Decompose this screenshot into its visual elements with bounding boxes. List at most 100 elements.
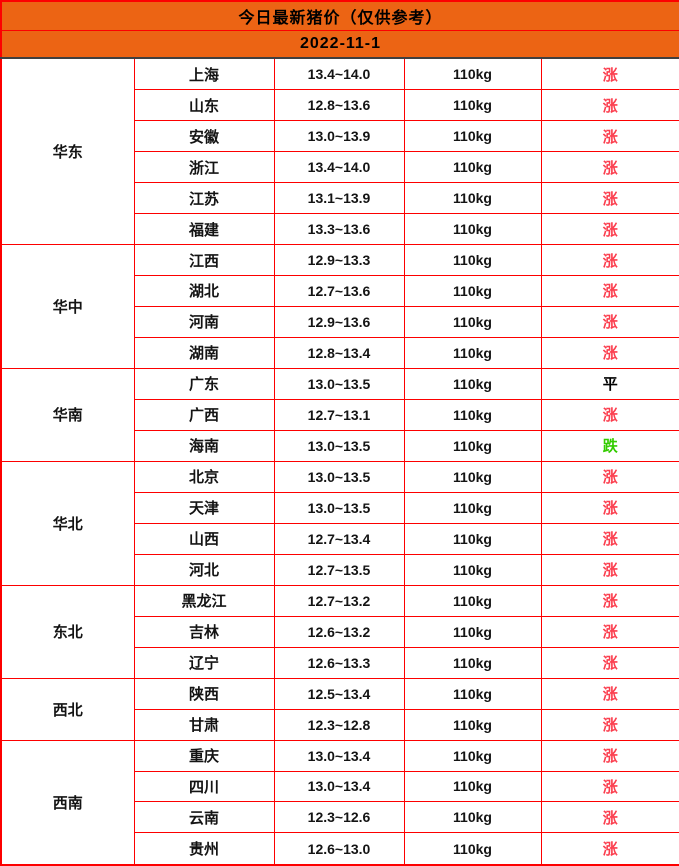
trend-cell: 涨 <box>540 491 679 524</box>
price-cell: 12.8~13.6 <box>273 89 405 122</box>
trend-cell: 涨 <box>540 460 679 493</box>
table-row: 东北 黑龙江 12.7~13.2 110kg 涨 <box>0 584 679 679</box>
trend-label: 涨 <box>602 283 618 301</box>
trend-cell: 涨 <box>540 305 679 338</box>
trend-cell: 涨 <box>540 89 679 122</box>
weight-cell: 110kg <box>403 584 542 617</box>
trend-cell: 跌 <box>540 429 679 462</box>
price-cell: 13.4~14.0 <box>273 57 405 91</box>
weight-cell: 110kg <box>403 367 542 400</box>
weight-cell: 110kg <box>403 57 542 91</box>
province-cell: 湖北 <box>133 275 275 307</box>
weight-cell: 110kg <box>403 305 542 338</box>
province-cell: 四川 <box>133 770 275 803</box>
weight-cell: 110kg <box>403 615 542 648</box>
table-row: 山东 12.8~13.6 110kg 涨 <box>1 89 679 122</box>
table-row: 华东 上海 13.4~14.0 110kg 涨 <box>0 57 679 246</box>
price-cell: 13.0~13.5 <box>273 460 405 493</box>
province-cell: 吉林 <box>133 615 275 648</box>
price-cell: 13.1~13.9 <box>273 182 405 215</box>
trend-label: 平 <box>602 376 618 394</box>
trend-label: 涨 <box>602 97 618 115</box>
table-row: 江苏 13.1~13.9 110kg 涨 <box>1 182 679 215</box>
trend-cell: 涨 <box>540 832 679 866</box>
weight-cell: 110kg <box>403 553 542 586</box>
table-row: 四川 13.0~13.4 110kg 涨 <box>1 770 679 803</box>
price-cell: 12.7~13.6 <box>273 275 405 307</box>
weight-cell: 110kg <box>403 677 542 710</box>
trend-cell: 涨 <box>540 398 679 431</box>
trend-cell: 涨 <box>540 615 679 648</box>
trend-cell: 涨 <box>540 770 679 803</box>
trend-cell: 涨 <box>540 120 679 153</box>
province-cell: 甘肃 <box>133 708 275 741</box>
table-row: 广西 12.7~13.1 110kg 涨 <box>1 398 679 431</box>
trend-cell: 涨 <box>540 584 679 617</box>
price-cell: 13.0~13.5 <box>273 491 405 524</box>
table-row: 海南 13.0~13.5 110kg 跌 <box>1 429 679 462</box>
table-row: 华北 北京 13.0~13.5 110kg 涨 <box>0 460 679 586</box>
trend-label: 涨 <box>602 314 618 332</box>
trend-label: 涨 <box>602 809 618 827</box>
region-cell: 西北 <box>0 677 135 741</box>
table-row: 浙江 13.4~14.0 110kg 涨 <box>1 151 679 184</box>
trend-label: 涨 <box>602 190 618 208</box>
table-row: 吉林 12.6~13.2 110kg 涨 <box>1 615 679 648</box>
trend-cell: 涨 <box>540 213 679 246</box>
province-cell: 广西 <box>133 398 275 431</box>
province-cell: 黑龙江 <box>133 584 275 617</box>
table-row: 安徽 13.0~13.9 110kg 涨 <box>1 120 679 153</box>
weight-cell: 110kg <box>403 275 542 307</box>
province-cell: 山西 <box>133 522 275 555</box>
weight-cell: 110kg <box>403 89 542 122</box>
region-cell: 东北 <box>0 584 135 679</box>
weight-cell: 110kg <box>403 801 542 834</box>
weight-cell: 110kg <box>403 460 542 493</box>
province-cell: 山东 <box>133 89 275 122</box>
province-cell: 安徽 <box>133 120 275 153</box>
trend-label: 涨 <box>602 407 618 425</box>
trend-label: 涨 <box>602 345 618 363</box>
weight-cell: 110kg <box>403 244 542 276</box>
trend-label: 涨 <box>602 500 618 518</box>
price-cell: 12.7~13.5 <box>273 553 405 586</box>
trend-label: 涨 <box>602 593 618 611</box>
table-row: 西南 重庆 13.0~13.4 110kg 涨 <box>0 739 679 866</box>
weight-cell: 110kg <box>403 120 542 153</box>
table-row: 华南 广东 13.0~13.5 110kg 平 <box>0 367 679 462</box>
region-cell: 华南 <box>0 367 135 462</box>
region-cell: 西南 <box>0 739 135 866</box>
price-cell: 12.7~13.1 <box>273 398 405 431</box>
weight-cell: 110kg <box>403 739 542 772</box>
trend-label: 涨 <box>602 469 618 487</box>
trend-label: 涨 <box>602 562 618 580</box>
weight-cell: 110kg <box>403 336 542 369</box>
province-cell: 河南 <box>133 305 275 338</box>
trend-cell: 涨 <box>540 275 679 307</box>
trend-cell: 涨 <box>540 336 679 369</box>
weight-cell: 110kg <box>403 182 542 215</box>
province-cell: 湖南 <box>133 336 275 369</box>
price-cell: 12.3~12.6 <box>273 801 405 834</box>
weight-cell: 110kg <box>403 646 542 679</box>
trend-label: 涨 <box>602 66 618 84</box>
trend-label: 涨 <box>602 655 618 673</box>
price-cell: 13.4~14.0 <box>273 151 405 184</box>
trend-label: 涨 <box>602 717 618 735</box>
price-cell: 12.7~13.2 <box>273 584 405 617</box>
price-cell: 12.5~13.4 <box>273 677 405 710</box>
province-cell: 海南 <box>133 429 275 462</box>
price-cell: 13.3~13.6 <box>273 213 405 246</box>
trend-label: 跌 <box>602 438 618 456</box>
price-cell: 12.6~13.2 <box>273 615 405 648</box>
weight-cell: 110kg <box>403 491 542 524</box>
province-cell: 北京 <box>133 460 275 493</box>
trend-cell: 涨 <box>540 57 679 91</box>
weight-cell: 110kg <box>403 398 542 431</box>
page-title: 今日最新猪价（仅供参考） <box>0 0 679 31</box>
weight-cell: 110kg <box>403 770 542 803</box>
table-header: 今日最新猪价（仅供参考） <box>0 0 679 31</box>
price-cell: 13.0~13.5 <box>273 367 405 400</box>
province-cell: 重庆 <box>133 739 275 772</box>
